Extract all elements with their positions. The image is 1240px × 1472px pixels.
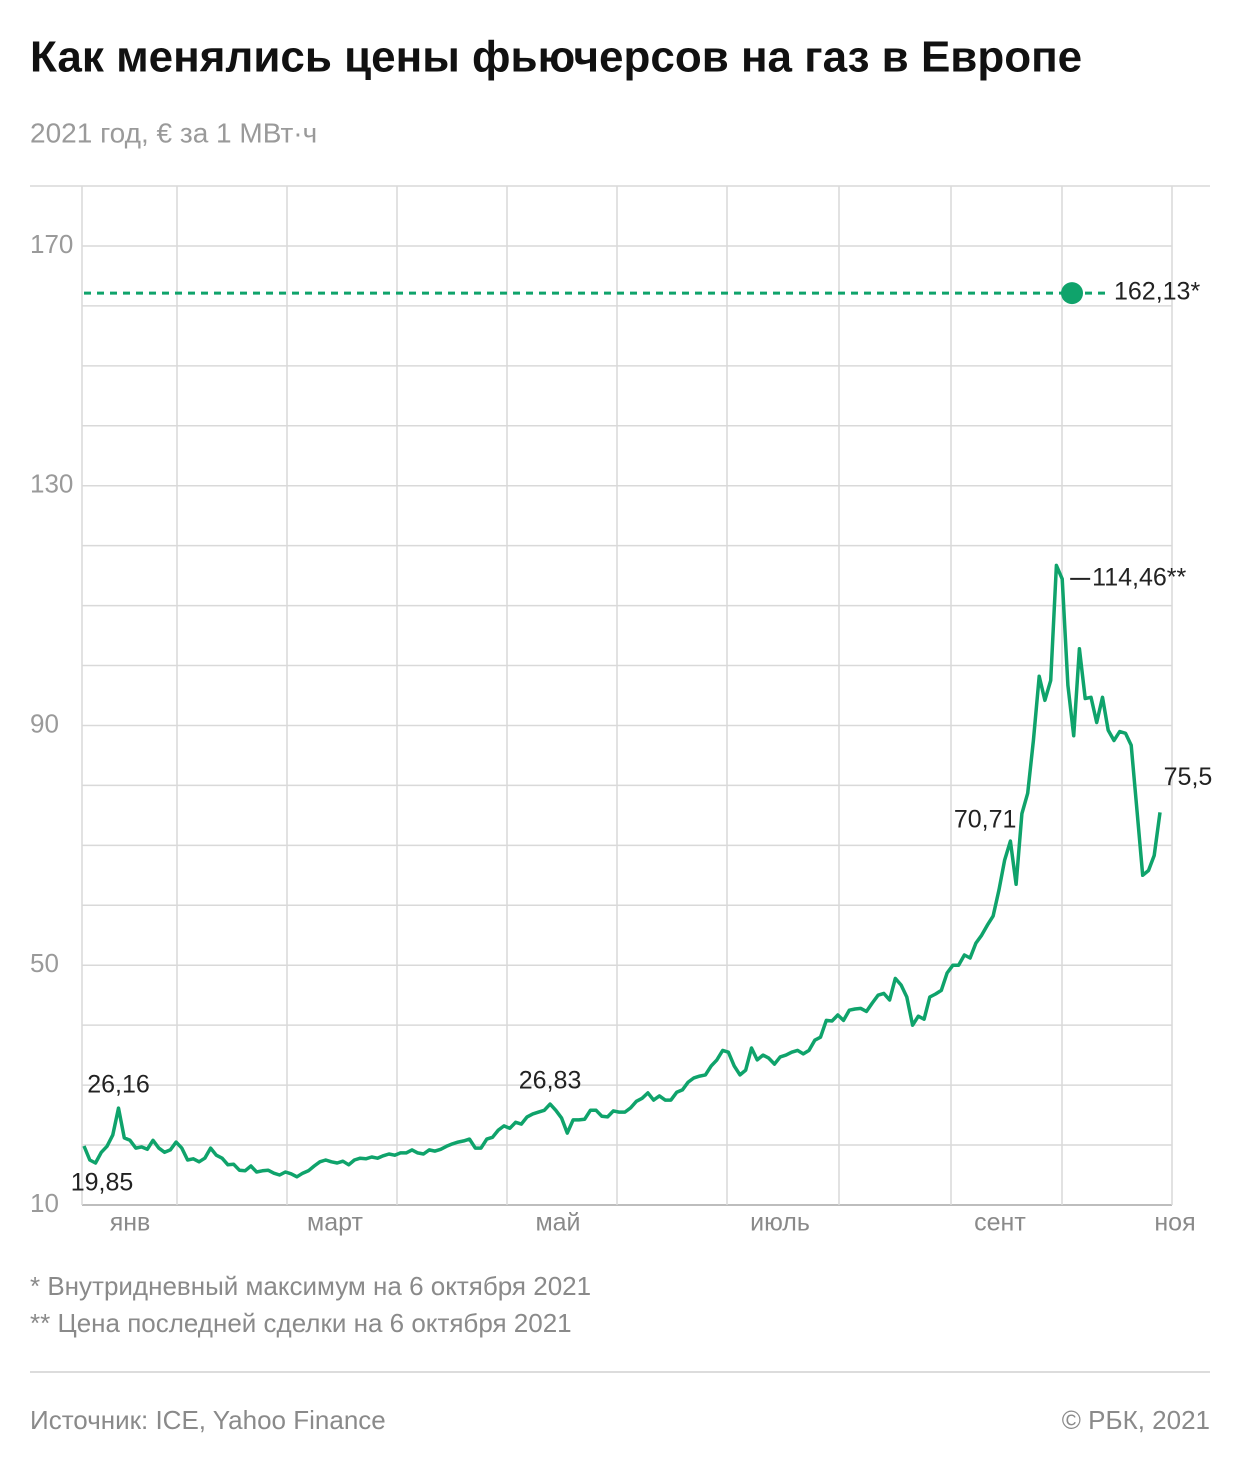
copyright: © РБК, 2021 [1062, 1405, 1210, 1435]
y-tick-label: 10 [30, 1188, 59, 1218]
x-tick-label: янв [110, 1209, 151, 1237]
source: Источник: ICE, Yahoo Finance [30, 1405, 386, 1435]
x-tick-label: май [535, 1209, 580, 1237]
max-label: 162,13* [1114, 278, 1200, 306]
value-label: 26,83 [519, 1067, 582, 1095]
y-tick-label: 170 [30, 229, 73, 259]
x-tick-label: март [307, 1209, 363, 1237]
grid: 10 50 90 130 170 янв март май июль сент ноя [30, 185, 1210, 1237]
chart-subtitle: 2021 год, € за 1 МВт·ч [30, 117, 317, 148]
note: ** Цена последней сделки на 6 октября 20… [30, 1308, 572, 1338]
x-tick-label: сент [974, 1209, 1026, 1237]
chart-title: Как менялись цены фьючерсов на газ в Евр… [30, 33, 1082, 82]
plot: 162,13* 19,85 26,16 26,83 70,71 114,46** 75,5 [71, 278, 1213, 1197]
y-tick-label: 90 [30, 708, 59, 738]
note: * Внутридневный максимум на 6 октября 20… [30, 1271, 591, 1301]
y-tick-label: 50 [30, 948, 59, 978]
value-label: 114,46** [1092, 563, 1186, 591]
value-label: 70,71 [954, 806, 1017, 834]
x-tick-label: ноя [1154, 1209, 1195, 1237]
value-label: 19,85 [71, 1169, 134, 1197]
x-tick-label: июль [750, 1209, 810, 1237]
max-dot [1061, 282, 1083, 305]
y-tick-label: 130 [30, 469, 73, 499]
price-line [82, 563, 1162, 1179]
value-label: 75,5 [1164, 763, 1213, 791]
value-label: 26,16 [87, 1071, 150, 1099]
